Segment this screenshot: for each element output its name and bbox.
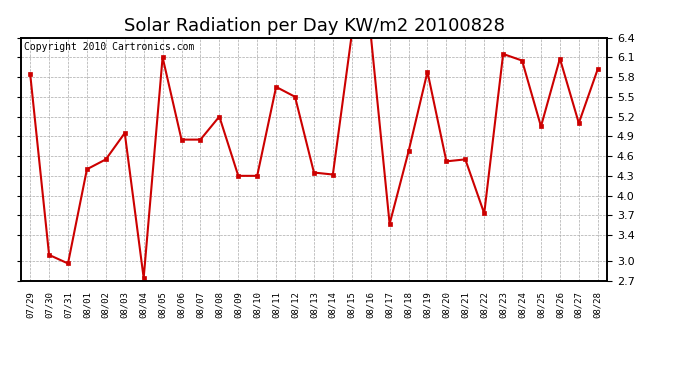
Text: Copyright 2010 Cartronics.com: Copyright 2010 Cartronics.com bbox=[23, 42, 194, 52]
Title: Solar Radiation per Day KW/m2 20100828: Solar Radiation per Day KW/m2 20100828 bbox=[124, 16, 504, 34]
